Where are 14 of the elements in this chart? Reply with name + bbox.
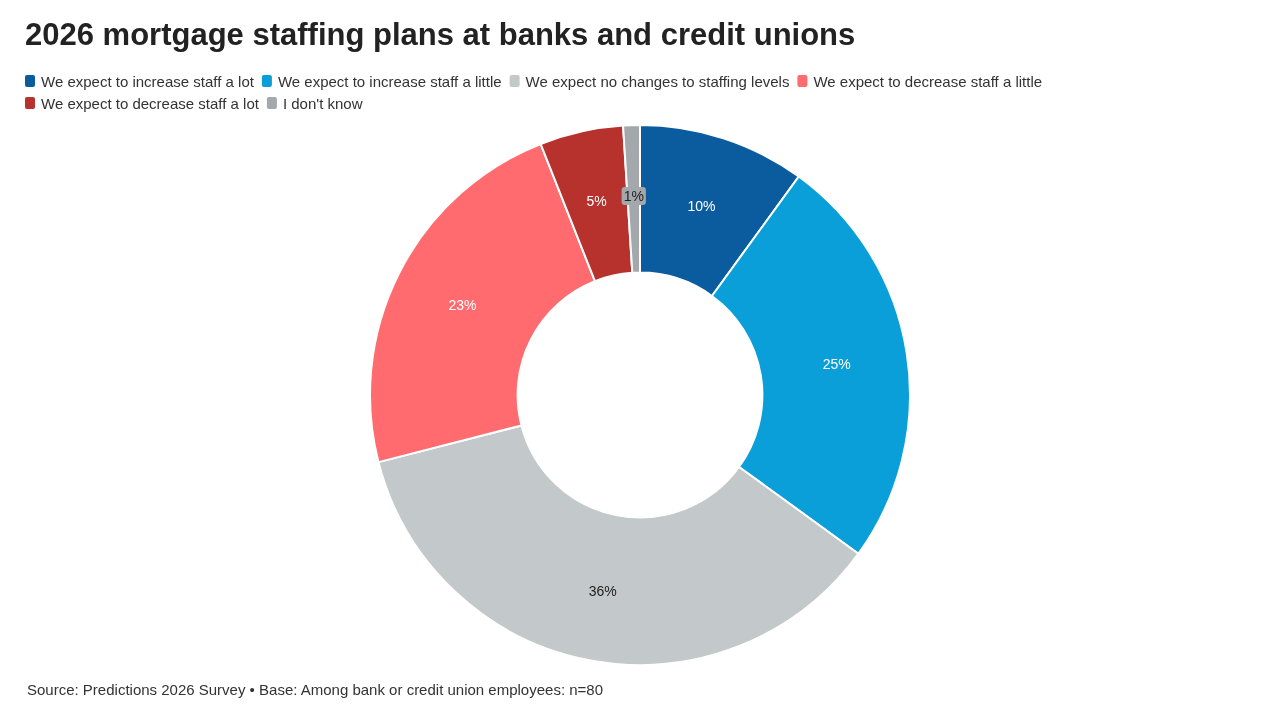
data-label: 25% — [822, 355, 851, 372]
source-note: Source: Predictions 2026 Survey • Base: Among bank or credit union employees: n=80 — [27, 681, 604, 698]
data-label: 1% — [623, 187, 644, 204]
data-label: 5% — [586, 192, 607, 209]
legend-label: I don't know — [282, 94, 363, 112]
data-label: 23% — [448, 296, 477, 313]
data-label: 10% — [687, 197, 716, 214]
legend-label: We expect to decrease staff a little — [813, 72, 1043, 90]
legend-label: We expect to increase staff a little — [277, 72, 502, 90]
data-label: 36% — [588, 582, 617, 599]
legend-label: We expect to decrease staff a lot — [41, 94, 260, 112]
legend-label: We expect no changes to staffing levels — [525, 72, 790, 90]
chart-title: 2026 mortgage staffing plans at banks and credit unions — [25, 17, 856, 52]
legend-label: We expect to increase staff a lot — [41, 72, 255, 90]
